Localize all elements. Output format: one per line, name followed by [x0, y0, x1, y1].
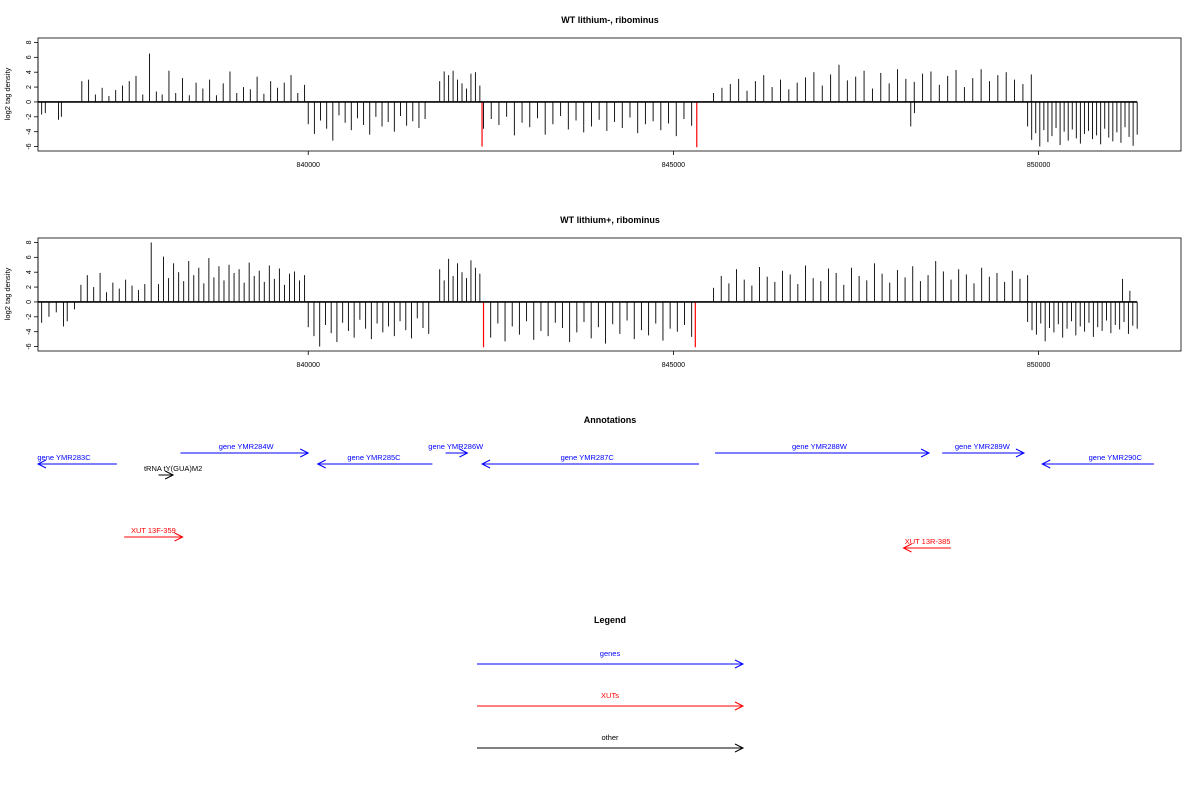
arrow-head: [734, 743, 745, 753]
y-tick-label: -6: [26, 143, 33, 149]
legend: Legend genes XUTs other: [477, 615, 745, 753]
legend-arrow: genes: [477, 649, 745, 669]
arrow-head: [1041, 459, 1051, 469]
annotation-label: gene YMR287C: [561, 453, 615, 462]
plot-frame: [37, 237, 1182, 352]
arrow-head: [300, 448, 310, 458]
y-tick-label: 8: [26, 40, 33, 44]
y-tick-label: -4: [26, 128, 33, 134]
y-tick-label: 8: [26, 240, 33, 244]
annotation-arrow: gene YMR286W: [428, 442, 484, 458]
y-tick-label: 4: [26, 270, 33, 274]
annotation-label: gene YMR286W: [428, 442, 484, 451]
annotation-arrow: gene YMR283C: [36, 453, 117, 469]
annotation-features: gene YMR283C tRNA tY(GUA)M2 gene YMR284W ge…: [36, 442, 1154, 553]
annotation-label: gene YMR289W: [955, 442, 1011, 451]
annotation-label: gene YMR288W: [792, 442, 848, 451]
annotation-label: gene YMR283C: [37, 453, 91, 462]
annotation-arrow: XUT 13F-359: [124, 526, 184, 542]
arrow-head: [36, 459, 47, 469]
annotation-label: gene YMR285C: [347, 453, 401, 462]
y-tick-label: 6: [26, 255, 33, 259]
arrow-head: [164, 470, 175, 480]
y-tick-label: 2: [26, 285, 33, 289]
legend-arrow: XUTs: [477, 691, 745, 711]
y-tick-label: 2: [26, 85, 33, 89]
annotation-label: tRNA tY(GUA)M2: [144, 464, 202, 473]
arrow-head: [480, 459, 491, 469]
annotation-label: gene YMR284W: [219, 442, 275, 451]
y-tick-label: -2: [26, 314, 33, 320]
arrow-head: [316, 459, 326, 469]
x-tick-label: 840000: [297, 362, 320, 369]
arrow-head: [734, 659, 745, 669]
annotation-arrow: XUT 13R-385: [902, 537, 951, 553]
annotation-arrow: gene YMR288W: [715, 442, 931, 458]
y-tick-label: -6: [26, 343, 33, 349]
arrow-head: [1015, 448, 1026, 458]
annotation-arrow: gene YMR285C: [316, 453, 433, 469]
bars-layer: [41, 242, 1138, 348]
arrow-head: [734, 701, 745, 711]
x-tick-label: 845000: [662, 362, 685, 369]
legend-entries: genes XUTs other: [477, 649, 745, 753]
y-tick-label: -4: [26, 328, 33, 334]
y-axis-label: log2 tag density: [3, 67, 12, 120]
track-panel-lithium-minus: WT lithium-, ribominus log2 tag density …: [3, 15, 1182, 169]
legend-title: Legend: [594, 615, 626, 625]
x-tick-label: 840000: [297, 162, 320, 169]
x-tick-label: 850000: [1027, 162, 1050, 169]
x-axis: 840000 845000 850000: [297, 351, 1050, 369]
arrow-head: [920, 448, 931, 458]
track-panel-lithium-plus: WT lithium+, ribominus log2 tag density …: [3, 215, 1182, 369]
annotation-label: XUT 13R-385: [905, 537, 951, 546]
annotation-arrow: tRNA tY(GUA)M2: [144, 464, 202, 480]
y-tick-label: 0: [26, 100, 33, 104]
annotation-arrow: gene YMR290C: [1041, 453, 1154, 469]
y-tick-label: 4: [26, 70, 33, 74]
y-axis-label: log2 tag density: [3, 267, 12, 320]
annotation-arrow: gene YMR289W: [942, 442, 1026, 458]
annotation-arrow: gene YMR287C: [480, 453, 699, 469]
legend-label: other: [601, 733, 619, 742]
y-tick-label: 6: [26, 55, 33, 59]
x-axis: 840000 845000 850000: [297, 151, 1050, 169]
bars-layer: [41, 53, 1138, 148]
legend-label: XUTs: [601, 691, 619, 700]
annotations-title: Annotations: [584, 415, 637, 425]
annotation-arrow: gene YMR284W: [180, 442, 310, 458]
y-tick-label: -2: [26, 114, 33, 120]
y-axis: -6 -4 -2 0 2 4 6 8: [26, 40, 39, 150]
x-tick-label: 845000: [662, 162, 685, 169]
y-tick-label: 0: [26, 300, 33, 304]
legend-arrow: other: [477, 733, 745, 753]
arrow-head: [902, 543, 912, 553]
x-tick-label: 850000: [1027, 362, 1050, 369]
panel-title: WT lithium-, ribominus: [561, 15, 659, 25]
panel-title: WT lithium+, ribominus: [560, 215, 660, 225]
annotation-label: XUT 13F-359: [131, 526, 176, 535]
arrow-head: [174, 532, 184, 542]
annotation-label: gene YMR290C: [1089, 453, 1143, 462]
arrow-head: [459, 448, 469, 458]
y-axis: -6 -4 -2 0 2 4 6 8: [26, 240, 39, 350]
legend-label: genes: [600, 649, 621, 658]
